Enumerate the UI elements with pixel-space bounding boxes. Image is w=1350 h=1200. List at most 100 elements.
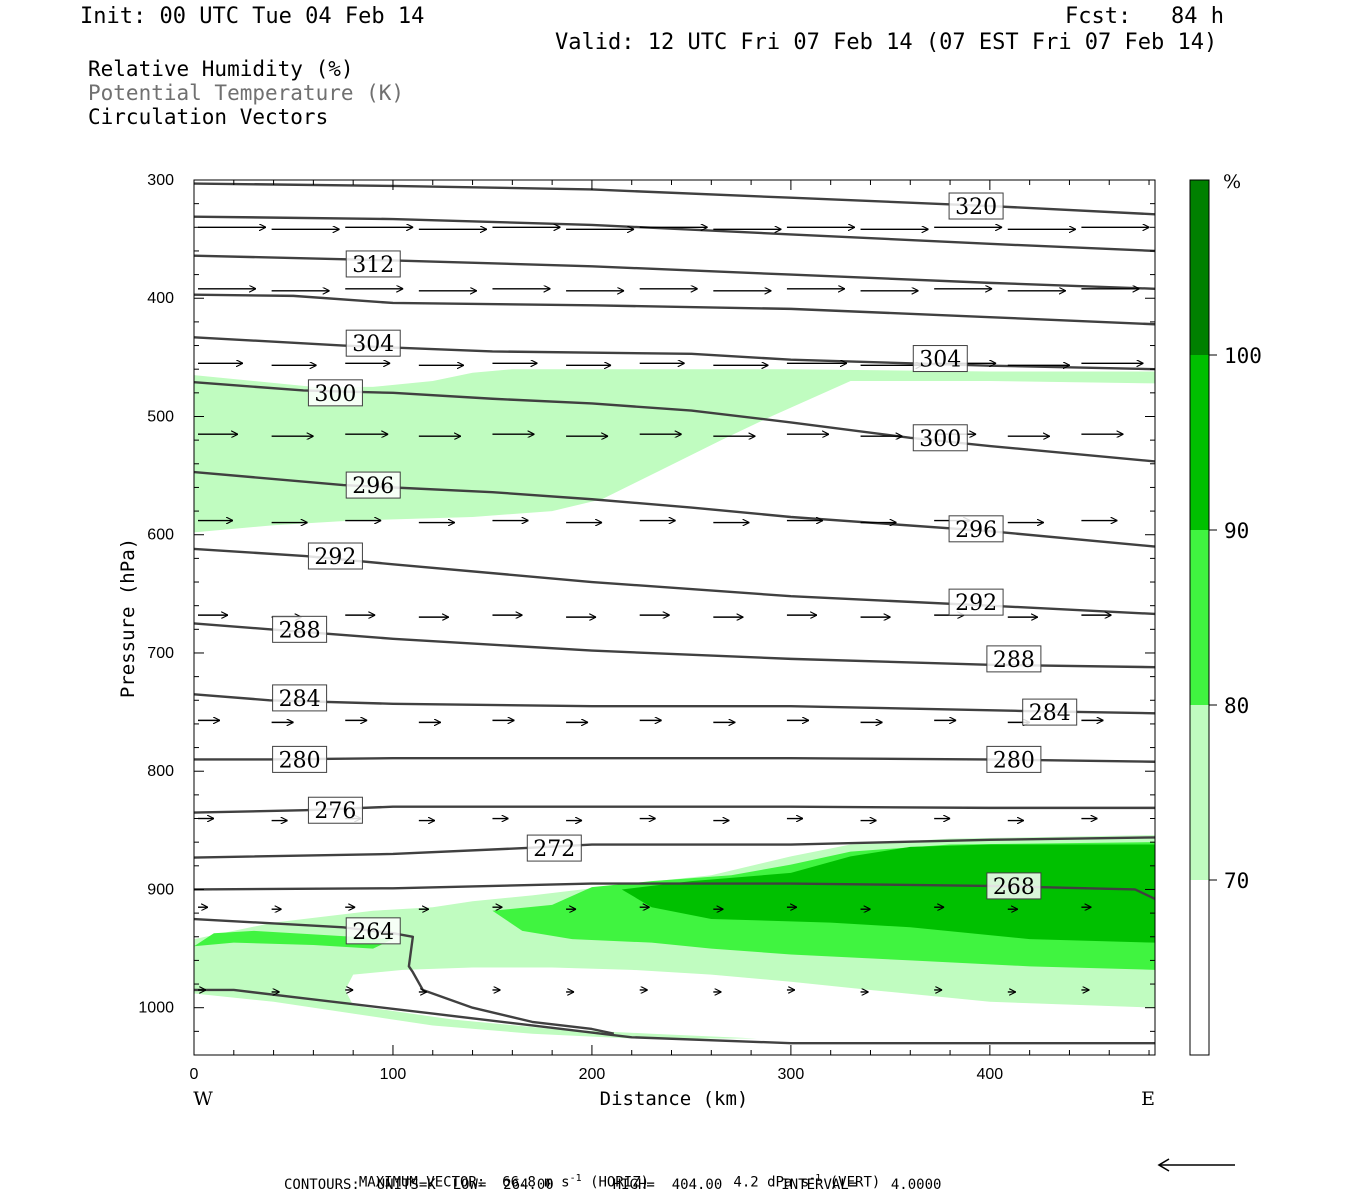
theta-label-text: 296 (955, 518, 997, 543)
vector-layer (198, 227, 1150, 992)
theta-label-box (345, 250, 401, 278)
theta-label-304: 304 (345, 329, 401, 357)
east-label: E (1141, 1088, 1155, 1110)
x-tick-label: 300 (778, 1066, 805, 1083)
theta-label-300: 300 (307, 379, 363, 407)
y-tick-label: 900 (147, 881, 174, 898)
theta-label-284: 284 (272, 684, 328, 712)
colorbar-label: 80 (1224, 694, 1249, 718)
colorbar-label: 100 (1224, 344, 1262, 368)
rh-fill-80-2 (194, 930, 393, 949)
reference-vector (1157, 1158, 1235, 1172)
theta-label-text: 304 (919, 348, 961, 373)
x-tick-label: 400 (977, 1066, 1004, 1083)
init-time: Init: 00 UTC Tue 04 Feb 14 (80, 4, 425, 29)
max-vector-horiz-exponent: -1 (569, 1173, 582, 1184)
colorbar-label: 90 (1224, 519, 1249, 543)
theta-label-288: 288 (986, 645, 1042, 673)
theta-label-312: 312 (345, 250, 401, 278)
theta-label-box (986, 745, 1042, 773)
theta-label-text: 284 (279, 687, 321, 712)
y-tick-label: 1000 (138, 1000, 174, 1017)
theta-label-box (345, 329, 401, 357)
theta-label-box (948, 515, 1004, 543)
valid-time: Valid: 12 UTC Fri 07 Feb 14 (07 EST Fri … (555, 30, 1218, 55)
theta-label-text: 284 (1029, 701, 1071, 726)
theta-contour-268 (194, 882, 1155, 901)
theta-label-296: 296 (948, 515, 1004, 543)
theta-label-text: 288 (993, 648, 1035, 673)
theta-label-box (1022, 698, 1078, 726)
theta-label-320: 320 (948, 192, 1004, 220)
colorbar-label: 70 (1224, 869, 1249, 893)
colorbar-frame (1189, 179, 1210, 1056)
theta-label-box (912, 345, 968, 373)
y-tick-label: 800 (147, 763, 174, 780)
theta-label-272: 272 (526, 834, 582, 862)
theta-label-box (986, 645, 1042, 673)
x-tick-label: 200 (579, 1066, 606, 1083)
theta-label-292: 292 (948, 588, 1004, 616)
theta-label-280: 280 (986, 745, 1042, 773)
rh-fill-90-4 (621, 844, 1155, 943)
theta-label-box (272, 745, 328, 773)
theta-contour-272 (194, 836, 1155, 859)
west-label: W (193, 1088, 213, 1110)
colorbar-segment-1 (1190, 355, 1209, 530)
theta-contour-280 (194, 757, 1155, 763)
colorbar: 70 80 90 100 (1189, 179, 1262, 1056)
colorbar-segment-0 (1190, 180, 1209, 355)
y-tick-label: 600 (147, 527, 174, 544)
theta-label-304: 304 (912, 345, 968, 373)
theta-contour-276 (194, 805, 1155, 814)
theta-contour-308 (194, 293, 1155, 326)
theta-label-292: 292 (307, 542, 363, 570)
max-vector-vert-exponent: -1 (809, 1173, 822, 1184)
theta-contour-284 (194, 693, 1155, 715)
field-vectors-label: Circulation Vectors (88, 105, 329, 129)
theta-label-text: 276 (314, 799, 356, 824)
rh-fill-70-0 (194, 369, 1155, 533)
theta-contour-316 (194, 215, 1155, 253)
theta-label-text: 300 (919, 427, 961, 452)
theta-label-text: 292 (955, 591, 997, 616)
theta-contour-304 (194, 336, 1155, 371)
theta-label-288: 288 (272, 615, 328, 643)
theta-label-box (307, 542, 363, 570)
max-vector-vert: 4.2 dPa s (733, 1174, 810, 1191)
y-tick-label: 700 (147, 645, 174, 662)
theta-label-box (526, 834, 582, 862)
max-vector-label: MAXIMUM VECTOR: (358, 1174, 486, 1191)
theta-label-280: 280 (272, 745, 328, 773)
theta-label-box (948, 588, 1004, 616)
theta-label-box (345, 471, 401, 499)
theta-label-296: 296 (345, 471, 401, 499)
theta-label-box (272, 615, 328, 643)
x-axis-label: Distance (km) (600, 1088, 749, 1110)
max-vector-line: MAXIMUM VECTOR: 66.8 m s-1 (HORIZ) 4.2 d… (342, 1157, 880, 1191)
axis-ticks: 300 400 500 600 700 800 900 1000 0 100 200 300 400 (138, 172, 1155, 1083)
y-axis-label: Pressure (hPa) (117, 538, 139, 698)
theta-label-box (986, 872, 1042, 900)
forecast-hour: Fcst: 84 h (1065, 4, 1224, 29)
contour-info: CONTOURS: UNITS=K LOW= 264.00 HIGH= 404.… (284, 1177, 942, 1193)
theta-contour-312 (194, 254, 1155, 290)
theta-label-284: 284 (1022, 698, 1078, 726)
cross-section-chart: 300 400 500 600 700 800 900 1000 0 100 200 300 400 3… (117, 171, 1262, 1110)
theta-label-264: 264 (345, 917, 401, 945)
y-tick-label: 300 (147, 172, 174, 189)
theta-label-text: 268 (993, 875, 1035, 900)
max-vector-horiz-unit: (HORIZ) (590, 1174, 650, 1191)
theta-label-box (307, 796, 363, 824)
max-vector-horiz: 66.8 m s (502, 1174, 570, 1191)
reference-vector-head (1157, 1158, 1170, 1172)
colorbar-unit: % (1223, 171, 1241, 193)
theta-label-text: 280 (993, 748, 1035, 773)
field-rh-label: Relative Humidity (%) (88, 57, 354, 81)
theta-label-text: 296 (352, 474, 394, 499)
y-tick-label: 400 (147, 290, 174, 307)
theta-label-box (345, 917, 401, 945)
theta-label-text: 320 (955, 195, 997, 220)
theta-label-box (272, 684, 328, 712)
y-tick-label: 500 (147, 408, 174, 425)
